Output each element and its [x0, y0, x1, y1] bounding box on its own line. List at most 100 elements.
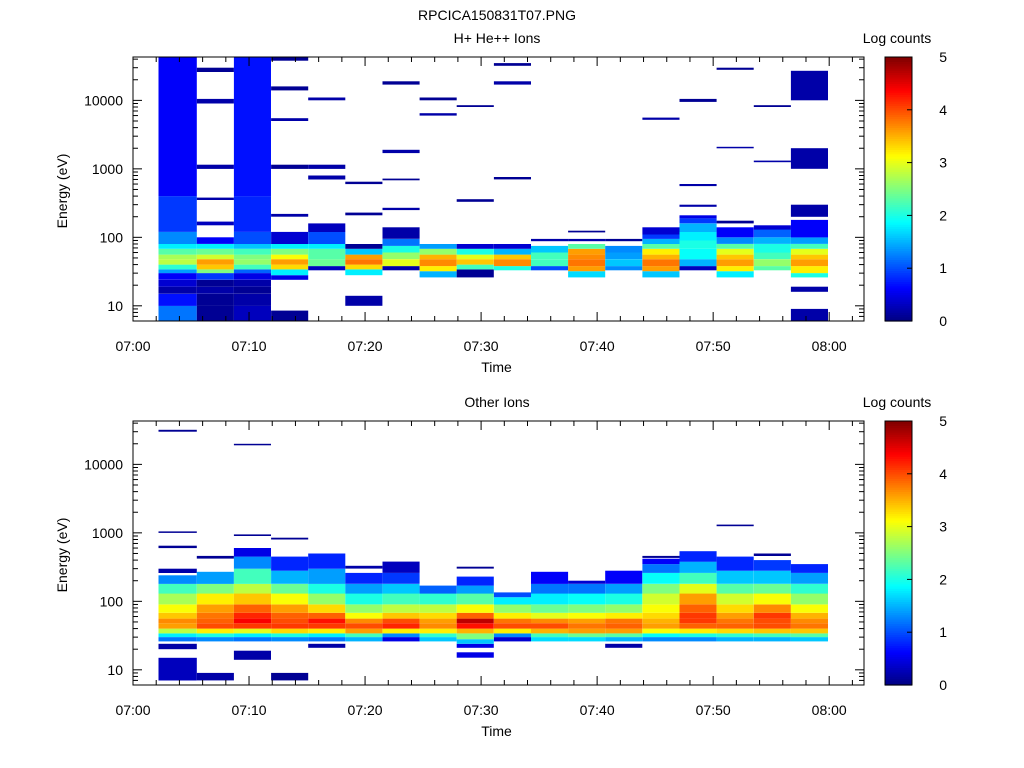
heatmap-cell — [271, 310, 309, 321]
colorbar-label: Log counts — [863, 394, 932, 410]
colorbar-swatch — [885, 162, 912, 166]
heatmap-cell — [456, 576, 494, 586]
heatmap-cell — [382, 149, 420, 154]
heatmap-cell — [419, 585, 457, 594]
heatmap-cell — [158, 286, 197, 294]
colorbar-swatch — [885, 438, 912, 442]
heatmap-cell — [382, 623, 420, 629]
figure-title: RPCICA150831T07.PNG — [418, 7, 576, 23]
heatmap-cell — [345, 269, 383, 276]
colorbar-swatch — [885, 682, 912, 686]
colorbar-swatch — [885, 281, 912, 285]
colorbar-swatch — [885, 533, 912, 536]
colorbar-swatch — [885, 305, 912, 309]
colorbar-swatch — [885, 239, 912, 243]
heatmap-cell — [456, 593, 494, 605]
heatmap-cell — [233, 264, 271, 270]
heatmap-cell — [345, 604, 383, 613]
x-tick-label: 08:00 — [812, 702, 847, 718]
heatmap-cell — [158, 583, 197, 594]
colorbar-swatch — [885, 120, 912, 124]
heatmap-cell — [753, 593, 791, 605]
heatmap-cell — [196, 637, 234, 642]
heatmap-cell — [753, 229, 791, 238]
heatmap-cell — [233, 254, 271, 260]
heatmap-cell — [753, 259, 791, 267]
colorbar-tick-label: 2 — [939, 207, 947, 223]
heatmap-cell — [531, 628, 569, 634]
heatmap-cell — [233, 612, 271, 619]
heatmap-cell — [308, 259, 346, 267]
colorbar-swatch — [885, 630, 912, 633]
y-tick-label: 1000 — [92, 525, 123, 541]
panel-title: Other Ions — [464, 394, 529, 410]
heatmap-cell — [345, 633, 383, 638]
heatmap-cell — [642, 612, 680, 619]
heatmap-cell — [531, 637, 569, 642]
heatmap-cell — [568, 593, 606, 605]
heatmap-cell — [642, 564, 680, 573]
heatmap-cell — [605, 643, 643, 648]
colorbar-swatch — [885, 241, 912, 245]
colorbar-swatch — [885, 215, 912, 219]
heatmap-cell — [753, 237, 791, 244]
heatmap-cell — [605, 633, 643, 638]
heatmap-cell — [382, 245, 420, 253]
heatmap-cell — [716, 623, 754, 629]
heatmap-cell — [456, 633, 494, 640]
heatmap-cell — [233, 269, 271, 274]
heatmap-cell — [271, 593, 309, 605]
heatmap-cell — [271, 556, 309, 571]
colorbar-swatch — [885, 568, 912, 572]
colorbar-swatch — [885, 616, 912, 620]
heatmap-cell — [716, 266, 754, 272]
heatmap-cell — [679, 248, 717, 260]
heatmap-cell — [382, 252, 420, 260]
heatmap-cell — [642, 259, 680, 267]
colorbar-swatch — [885, 81, 912, 84]
heatmap-cell — [531, 623, 569, 629]
heatmap-cell — [196, 197, 234, 200]
colorbar-swatch — [885, 169, 912, 172]
heatmap-cell — [605, 252, 643, 260]
heatmap-cell — [456, 269, 494, 278]
heatmap-cell — [531, 259, 569, 267]
y-tick-label: 1000 — [92, 161, 123, 177]
heatmap-cell — [345, 248, 383, 255]
colorbar-swatch — [885, 575, 912, 578]
heatmap-cell — [716, 612, 754, 619]
y-tick-label: 100 — [100, 593, 124, 609]
heatmap-cell — [419, 97, 457, 101]
colorbar-swatch — [885, 217, 912, 221]
heatmap-cell — [753, 604, 791, 613]
colorbar-swatch — [885, 469, 912, 473]
colorbar-swatch — [885, 272, 912, 276]
heatmap-cell — [233, 534, 271, 536]
colorbar-swatch — [885, 454, 912, 457]
x-tick-label: 07:40 — [580, 338, 615, 354]
colorbar-swatch — [885, 645, 912, 649]
heatmap-cell — [271, 231, 309, 244]
heatmap-cell — [345, 244, 383, 249]
heatmap-cell — [233, 583, 271, 594]
heatmap-cell — [158, 633, 197, 638]
x-tick-label: 07:30 — [464, 702, 499, 718]
heatmap-cell — [716, 570, 754, 584]
heatmap-cell — [605, 604, 643, 613]
x-tick-label: 07:00 — [115, 338, 150, 354]
colorbar-swatch — [885, 257, 912, 260]
heatmap-cell — [679, 637, 717, 642]
colorbar-tick-label: 3 — [939, 519, 947, 535]
colorbar-swatch — [885, 462, 912, 466]
colorbar: 0 1 2 3 4 5 Log counts — [863, 30, 947, 329]
heatmap-cell — [158, 637, 197, 642]
colorbar-swatch — [885, 579, 912, 583]
heatmap-cell — [233, 633, 271, 638]
heatmap-cell — [419, 618, 457, 624]
heatmap-cell — [382, 178, 420, 181]
heatmap-cell — [493, 63, 531, 66]
colorbar-swatch — [885, 493, 912, 497]
colorbar-swatch — [885, 440, 912, 444]
heatmap-cell — [345, 612, 383, 619]
heatmap-cell — [456, 264, 494, 270]
